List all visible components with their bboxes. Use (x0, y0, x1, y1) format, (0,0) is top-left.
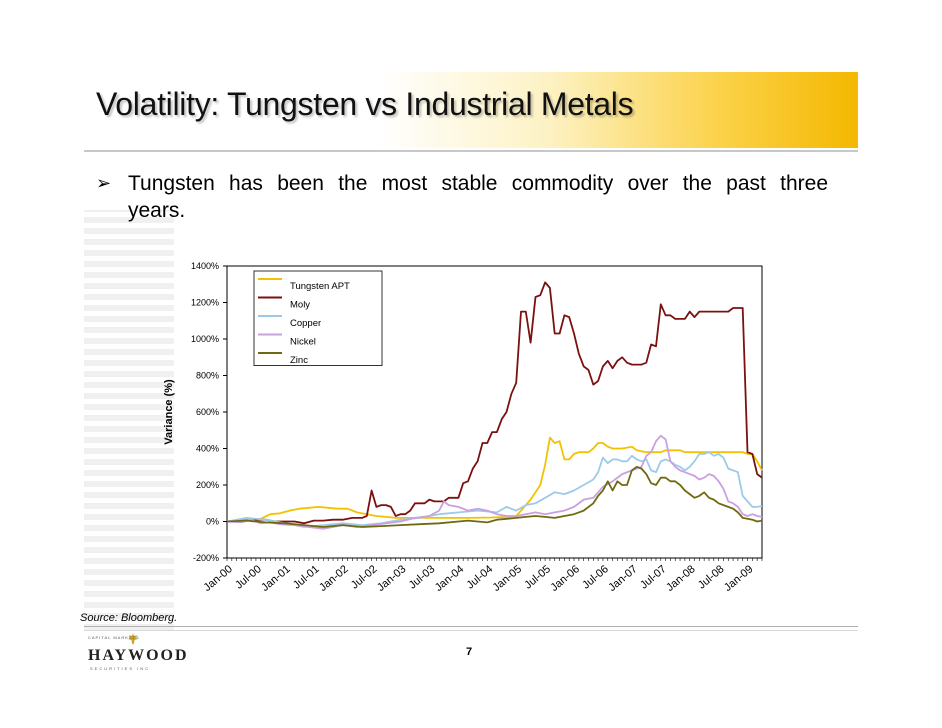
volatility-chart: -200% 0% 200% 400% 600% 800% 1000% 1200% 1400% Ja… (163, 261, 763, 594)
y-tick-label: 1000% (191, 334, 219, 344)
x-tick-label: Jan-05 (491, 563, 524, 594)
y-tick-label: 200% (196, 480, 219, 490)
bullet-arrow-icon: ➢ (96, 173, 112, 193)
y-tick-label: 400% (196, 444, 219, 454)
x-tick-label: Jul-06 (580, 563, 611, 591)
legend-label: Nickel (290, 337, 316, 348)
title-bar (84, 72, 858, 148)
x-tick-label: Jan-08 (664, 563, 697, 594)
x-tick-label: Jul-01 (291, 563, 322, 591)
series-line-tungsten-apt (226, 436, 763, 523)
y-axis-label: Variance (%) (163, 379, 175, 445)
x-tick-label: Jul-00 (233, 563, 264, 591)
legend-label: Zinc (290, 355, 308, 366)
x-tick-label: Jul-03 (407, 563, 438, 591)
x-tick-label: Jan-00 (201, 563, 234, 594)
series-line-zinc (226, 465, 763, 528)
legend-label: Copper (290, 318, 321, 329)
x-tick-label: Jan-04 (433, 563, 466, 594)
background-texture (84, 210, 174, 630)
logo-subtitle: SECURITIES INC (90, 666, 151, 671)
haywood-logo: CAPITAL MARKETS HAYWOOD SECURITIES INC (88, 633, 187, 673)
x-tick-label: Jul-07 (638, 563, 669, 591)
maple-leaf-icon (128, 633, 138, 645)
legend-label: Moly (290, 300, 310, 311)
x-tick-label: Jan-03 (375, 563, 408, 594)
footer-divider-secondary (84, 630, 858, 631)
legend-label: Tungsten APT (290, 281, 350, 292)
x-tick-label: Jan-01 (259, 563, 292, 594)
logo-wordmark: HAYWOOD (88, 647, 189, 664)
y-tick-label: 800% (196, 371, 219, 381)
source-note: Source: Bloomberg. (80, 612, 178, 624)
y-tick-label: 600% (196, 407, 219, 417)
footer-divider (84, 626, 858, 627)
x-tick-label: Jul-04 (465, 563, 496, 591)
slide-title: Volatility: Tungsten vs Industrial Metal… (96, 86, 634, 122)
legend-box (253, 270, 383, 366)
y-tick-label: 0% (206, 517, 219, 527)
x-tick-label: Jan-07 (606, 563, 639, 594)
page-number: 7 (466, 646, 473, 658)
x-tick-label: Jul-08 (696, 563, 727, 591)
y-tick-label: 1400% (191, 261, 219, 271)
title-divider (84, 150, 858, 152)
x-tick-label: Jan-06 (548, 563, 581, 594)
series-line-moly (226, 281, 763, 525)
logo-tagline: CAPITAL MARKETS (88, 635, 140, 640)
x-tick-label: Jul-05 (522, 563, 553, 591)
y-tick-label: 1200% (191, 298, 219, 308)
bullet-text-line2: years. (128, 199, 186, 222)
y-tick-label: -200% (193, 553, 219, 563)
bullet-text-line1: Tungsten has been the most stable commod… (128, 172, 828, 195)
x-tick-label: Jan-09 (722, 563, 755, 594)
x-tick-label: Jan-02 (317, 563, 350, 594)
x-tick-label: Jul-02 (349, 563, 380, 591)
